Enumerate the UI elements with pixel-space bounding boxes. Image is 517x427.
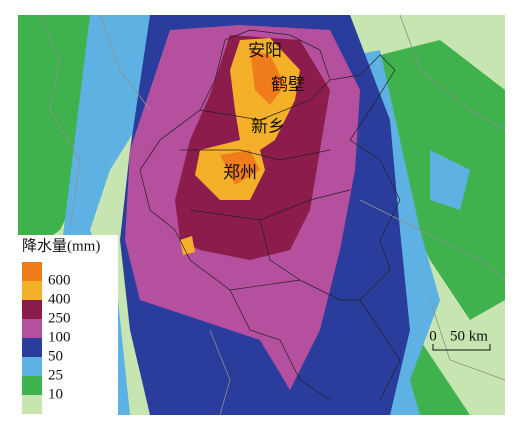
legend-swatch: [22, 319, 42, 338]
boundary: [39, 14, 506, 416]
legend-swatch: [22, 338, 42, 357]
legend-label: 400: [48, 291, 71, 307]
rain-field: [220, 50, 285, 185]
legend-swatch: [22, 281, 42, 300]
legend-label: 250: [48, 310, 71, 326]
rainfall-fields: [18, 15, 505, 415]
legend-swatch: [22, 300, 42, 319]
legend-label: 25: [48, 367, 63, 383]
legend-label: 100: [48, 329, 71, 345]
legend-label: 50: [48, 348, 63, 364]
city-label: 新乡: [251, 117, 285, 136]
scale-bar: 0 50 km: [429, 328, 491, 351]
legend-swatch: [22, 395, 42, 414]
legend-swatch: [22, 376, 42, 395]
legend: 600 400 250 100 50 25 10: [22, 262, 71, 414]
legend-title: 降水量(mm): [22, 237, 100, 254]
scale-end: 50 km: [450, 328, 488, 344]
scale-start: 0: [429, 328, 437, 344]
scale-line: [432, 344, 491, 351]
legend-swatch: [22, 357, 42, 376]
legend-label: 10: [48, 386, 63, 402]
city-label: 鹤壁: [271, 75, 305, 94]
boundaries: [39, 14, 506, 416]
city-label: 安阳: [248, 41, 282, 60]
legend-label: 600: [48, 272, 71, 288]
boundary: [139, 29, 401, 401]
legend-swatch: [22, 262, 42, 281]
city-label: 郑州: [223, 163, 257, 182]
